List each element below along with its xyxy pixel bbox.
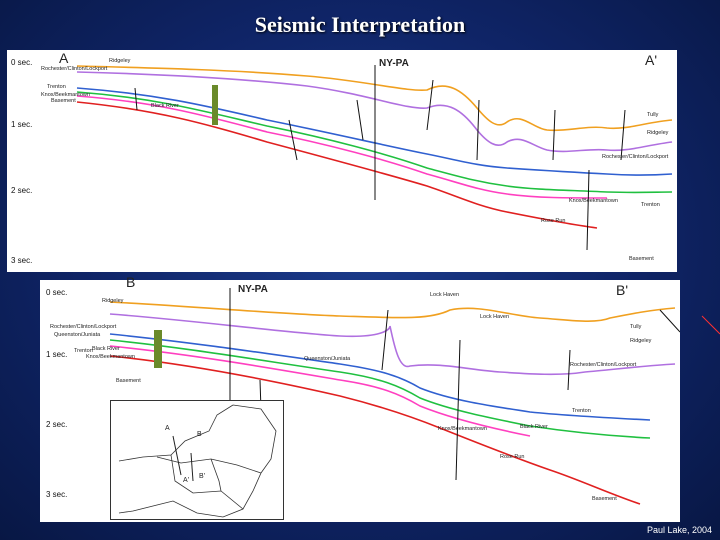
fm-b-left-0: Ridgeley [102, 298, 124, 304]
fm-b-right-10: Queenston/Juniata [304, 356, 351, 362]
map-label-a-prime: A' [183, 477, 190, 484]
horizon-purple-a [76, 71, 673, 153]
fm-b-left-4: Black River [92, 346, 120, 352]
time-label-a-2: 2 sec. [11, 186, 33, 195]
horizon-red-a [76, 101, 598, 229]
section-a-horizons [76, 65, 673, 251]
time-label-b-2: 2 sec. [46, 420, 68, 429]
fm-b-right-7: Knox/Beekmantown [438, 426, 487, 432]
section-label-a: A [59, 50, 69, 66]
fault-b4 [567, 349, 571, 391]
fault-b5 [659, 309, 680, 333]
map-label-b-prime: B' [199, 473, 206, 480]
horizon-pink-b [109, 345, 531, 437]
horizon-green-b [109, 339, 651, 439]
time-label-a-3: 3 sec. [11, 256, 33, 265]
state-boundaries [118, 404, 277, 518]
well-label-b: NY-PA [238, 284, 268, 295]
credit-text: Paul Lake, 2004 [646, 525, 712, 535]
fault-a6 [552, 109, 556, 161]
fm-a-left-3: Knox/Beekmantown [41, 92, 90, 98]
location-map: A B A' B' [110, 400, 284, 520]
map-label-a: A [165, 425, 170, 432]
horizon-blue-a [76, 87, 673, 176]
fault-a8 [586, 169, 590, 251]
seismic-section-a: 0 sec. 1 sec. 2 sec. 3 sec. A A' NY-PA R… [7, 50, 677, 272]
fault-a1 [134, 87, 138, 111]
location-map-outline [118, 404, 277, 518]
horizon-blue-b [109, 333, 651, 421]
fm-b-right-0: Lock Haven [430, 292, 460, 298]
section-line-a [172, 435, 182, 476]
fm-a-left-1: Rochester/Clinton/Lockport [41, 66, 108, 72]
time-label-b-0: 0 sec. [46, 288, 68, 297]
fm-b-left-3: Trenton [74, 348, 93, 354]
fm-b-left-6: Basement [116, 378, 141, 384]
map-label-b: B [197, 431, 202, 438]
fm-b-right-1: Lock Haven [480, 314, 510, 320]
section-b-horizons [109, 288, 680, 505]
well-log-a [212, 85, 218, 125]
fm-b-left-1: Rochester/Clinton/Lockport [50, 324, 117, 330]
fm-b-left-5: Knox/Beekmantown [86, 354, 135, 360]
fm-a-left-5: Black River [151, 103, 179, 109]
fm-b-right-8: Rose Run [500, 454, 525, 460]
fm-a-right-3: Trenton [641, 202, 660, 208]
fm-a-right-5: Rose Run [541, 218, 566, 224]
time-label-a-1: 1 sec. [11, 120, 33, 129]
time-label-b-3: 3 sec. [46, 490, 68, 499]
fm-b-right-5: Trenton [572, 408, 591, 414]
fault-b3 [455, 339, 461, 481]
fm-b-right-6: Black River [520, 424, 548, 430]
fault-b2 [381, 309, 389, 371]
horizon-orange-b [109, 301, 676, 322]
section-label-a-prime: A' [645, 52, 658, 68]
horizon-green-a [76, 91, 673, 194]
time-label-b-1: 1 sec. [46, 350, 68, 359]
horizon-purple-b [109, 313, 676, 376]
well-log-b [154, 330, 162, 368]
slide-title: Seismic Interpretation [254, 12, 466, 37]
fm-a-left-2: Trenton [47, 84, 66, 90]
fm-a-right-2: Rochester/Clinton/Lockport [602, 154, 669, 160]
fault-a5 [476, 99, 480, 161]
well-label-a: NY-PA [379, 58, 409, 69]
fm-a-right-6: Knox/Beekmantown [569, 198, 618, 204]
section-line-b [190, 452, 194, 482]
time-label-a-0: 0 sec. [11, 58, 33, 67]
fm-b-right-4: Rochester/Clinton/Lockport [570, 362, 637, 368]
fm-a-left-0: Ridgeley [109, 58, 131, 64]
fm-a-right-1: Ridgeley [647, 130, 669, 136]
fm-b-right-3: Ridgeley [630, 338, 652, 344]
section-label-b-prime: B' [616, 282, 629, 298]
fm-a-left-4: Basement [51, 98, 76, 104]
seismic-section-b: 0 sec. 1 sec. 2 sec. 3 sec. B B' NY-PA R… [40, 274, 680, 522]
horizon-pink-a [76, 95, 608, 199]
fault-a7 [620, 109, 626, 161]
horizon-orange-a [76, 65, 673, 132]
fm-b-left-2: Queenston/Juniata [54, 332, 101, 338]
fm-b-right-9: Basement [592, 496, 617, 502]
fm-b-right-2: Tully [630, 324, 642, 330]
section-label-b: B [126, 274, 136, 290]
fm-a-right-4: Basement [629, 256, 654, 262]
fm-a-right-0: Tully [647, 112, 659, 118]
fault-a3 [356, 99, 364, 141]
fault-a4 [426, 79, 434, 131]
horizon-red-b [109, 355, 641, 505]
fault-a2 [288, 119, 298, 161]
